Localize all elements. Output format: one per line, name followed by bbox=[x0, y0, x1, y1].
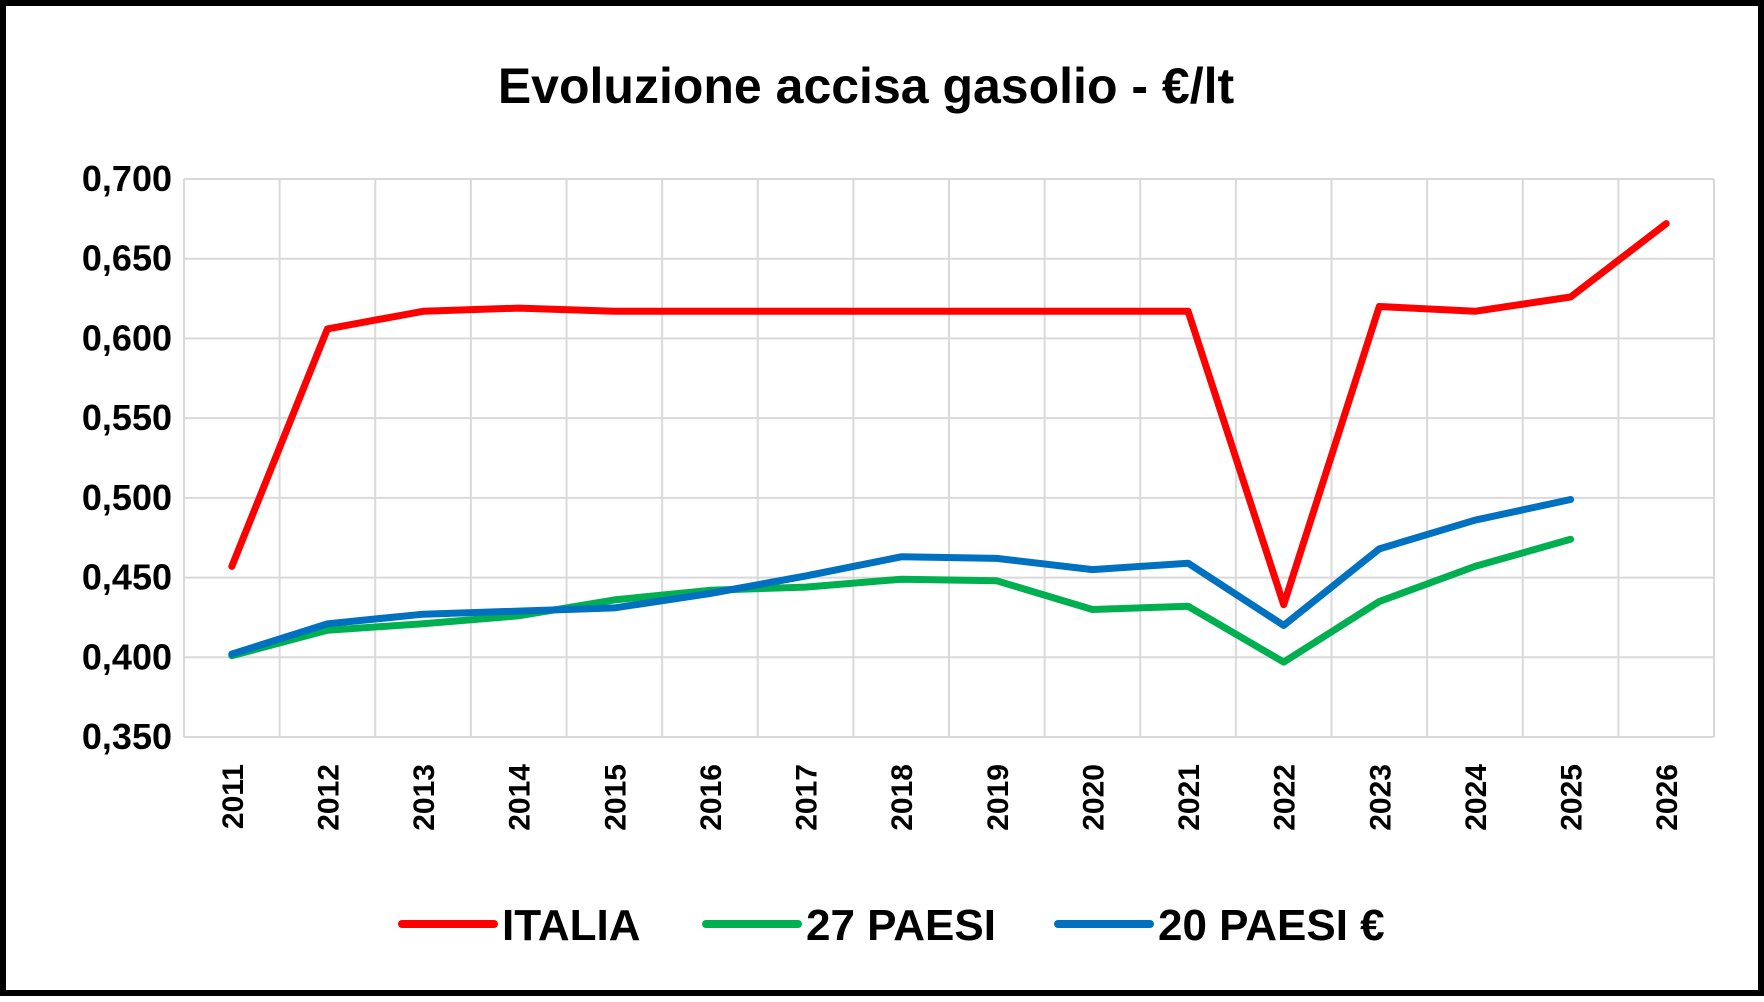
series-line-27-paesi bbox=[228, 535, 1575, 666]
x-tick-label: 2019 bbox=[982, 764, 1015, 831]
x-tick-label: 2026 bbox=[1651, 764, 1684, 831]
legend: ITALIA 27 PAESI 20 PAESI € bbox=[398, 901, 1385, 950]
series-line-20-paesi bbox=[228, 496, 1575, 658]
x-tick-label: 2018 bbox=[886, 764, 919, 831]
y-tick-label: 0,350 bbox=[82, 716, 172, 757]
x-tick-label: 2024 bbox=[1460, 764, 1493, 831]
x-tick-label: 2025 bbox=[1556, 764, 1589, 831]
x-axis-tick-labels: 2011 2012 2013 2014 2015 2016 2017 2018 2019 2020… bbox=[217, 764, 1684, 831]
y-tick-label: 0,450 bbox=[82, 557, 172, 598]
y-tick-label: 0,500 bbox=[82, 477, 172, 518]
x-tick-label: 2015 bbox=[599, 764, 632, 831]
gridlines bbox=[183, 178, 1715, 738]
series-line-italia bbox=[228, 220, 1670, 609]
series-lines bbox=[228, 220, 1670, 666]
x-tick-label: 2011 bbox=[217, 764, 250, 829]
legend-label-20-paesi: 20 PAESI € bbox=[1158, 901, 1385, 950]
y-axis-tick-labels: 0,350 0,400 0,450 0,500 0,550 0,600 0,650 0,700 bbox=[82, 158, 172, 757]
x-tick-label: 2021 bbox=[1173, 764, 1206, 831]
y-tick-label: 0,650 bbox=[82, 238, 172, 279]
x-tick-label: 2020 bbox=[1077, 764, 1110, 831]
x-tick-label: 2022 bbox=[1269, 764, 1302, 831]
x-tick-label: 2014 bbox=[504, 764, 537, 831]
legend-label-27-paesi: 27 PAESI bbox=[806, 901, 996, 950]
x-tick-label: 2023 bbox=[1364, 764, 1397, 831]
y-tick-label: 0,600 bbox=[82, 317, 172, 358]
x-tick-label: 2016 bbox=[695, 764, 728, 831]
x-tick-label: 2017 bbox=[791, 764, 824, 831]
line-chart: Evoluzione accisa gasolio - €/lt 0,3500,… bbox=[82, 58, 1715, 950]
y-tick-label: 0,400 bbox=[82, 636, 172, 677]
chart-title: Evoluzione accisa gasolio - €/lt bbox=[498, 58, 1235, 114]
x-tick-label: 2013 bbox=[408, 764, 441, 831]
legend-label-italia: ITALIA bbox=[502, 901, 641, 950]
y-tick-label: 0,550 bbox=[82, 397, 172, 438]
x-tick-label: 2012 bbox=[312, 764, 345, 831]
y-tick-label: 0,700 bbox=[82, 158, 172, 199]
